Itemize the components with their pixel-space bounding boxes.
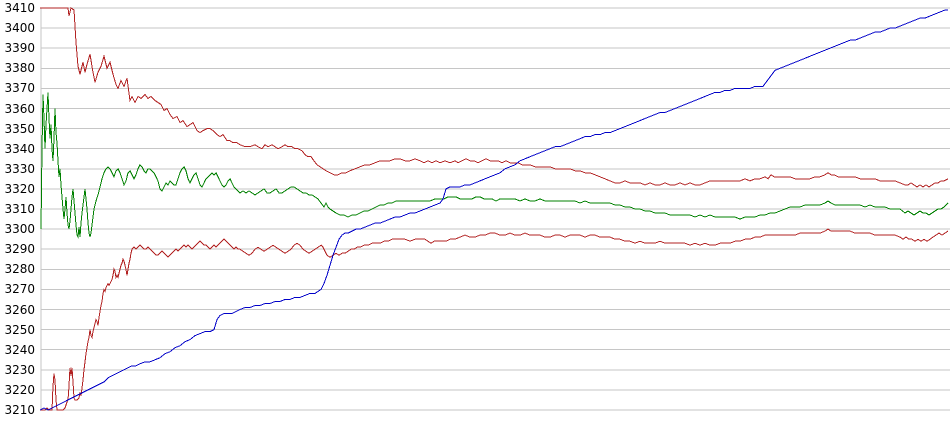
y-axis-label: 3250	[4, 322, 35, 337]
series-equity-line	[39, 9, 948, 411]
y-axis-label: 3230	[4, 362, 35, 377]
series-middle-line	[40, 92, 949, 239]
y-axis-label: 3380	[4, 61, 35, 76]
y-axis-label: 3270	[4, 282, 35, 297]
y-axis-label: 3320	[4, 181, 35, 196]
y-axis-label: 3240	[4, 342, 35, 357]
series-upper-band	[40, 7, 949, 188]
y-axis-label: 3280	[4, 262, 35, 277]
series-lower-band	[40, 228, 949, 411]
y-axis-label: 3350	[4, 121, 35, 136]
y-axis-label: 3330	[4, 161, 35, 176]
y-axis-label: 3390	[4, 41, 35, 56]
y-axis: 3410 3400 3390 3380 3370 3360 3350 3340 3330 3320…	[0, 0, 37, 435]
y-axis-label: 3220	[4, 382, 35, 397]
y-axis-label: 3370	[4, 81, 35, 96]
y-axis-label: 3400	[4, 21, 35, 36]
y-axis-label: 3410	[4, 1, 35, 15]
y-axis-label: 3340	[4, 141, 35, 156]
y-axis-label: 3260	[4, 302, 35, 317]
y-axis-label: 3210	[4, 403, 35, 417]
y-axis-label: 3360	[4, 101, 35, 116]
y-axis-label: 3310	[4, 202, 35, 216]
y-axis-label: 3290	[4, 242, 35, 257]
y-axis-label: 3300	[4, 222, 35, 237]
